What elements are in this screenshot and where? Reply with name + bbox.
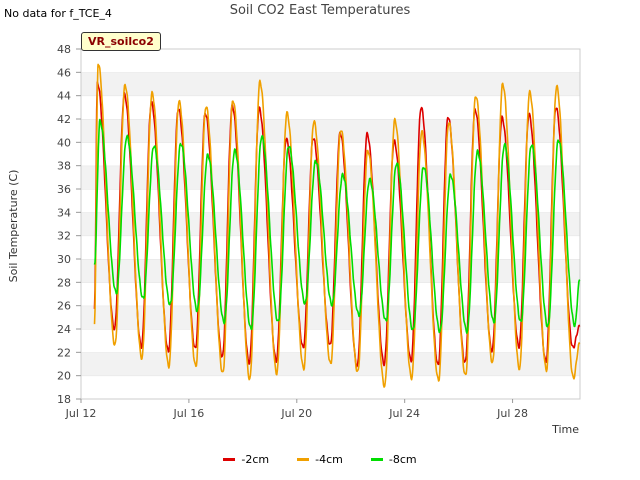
x-axis-ticks: Jul 12 Jul 16 Jul 20 Jul 24 Jul 28 xyxy=(65,399,528,420)
x-tick-label: Jul 20 xyxy=(280,407,312,420)
grid-band xyxy=(81,212,580,236)
legend-label: -8cm xyxy=(388,453,417,466)
grid-band xyxy=(81,305,580,329)
grid-band xyxy=(81,282,580,306)
grid-band xyxy=(81,72,580,96)
y-tick-label: 48 xyxy=(57,43,71,56)
series-line xyxy=(93,118,581,334)
grid-band xyxy=(81,189,580,213)
y-tick-label: 26 xyxy=(57,300,71,313)
y-tick-label: 38 xyxy=(57,160,71,173)
y-tick-label: 30 xyxy=(57,253,71,266)
x-tick-label: Jul 24 xyxy=(388,407,420,420)
legend-item: -4cm xyxy=(297,453,343,466)
x-tick-label: Jul 12 xyxy=(65,407,97,420)
legend-label: -2cm xyxy=(241,453,270,466)
y-tick-label: 24 xyxy=(57,323,71,336)
grid-band xyxy=(81,375,580,399)
y-tick-label: 18 xyxy=(57,393,71,406)
y-tick-label: 46 xyxy=(57,66,71,79)
series-lines xyxy=(93,63,581,388)
y-tick-label: 20 xyxy=(57,370,71,383)
y-tick-label: 32 xyxy=(57,230,71,243)
y-tick-label: 34 xyxy=(57,206,71,219)
grid-band xyxy=(81,235,580,259)
y-tick-label: 42 xyxy=(57,113,71,126)
y-tick-label: 22 xyxy=(57,346,71,359)
series-line xyxy=(93,63,581,388)
plot-frame xyxy=(80,48,581,400)
legend-swatch xyxy=(223,458,236,461)
legend-swatch xyxy=(297,458,310,461)
x-tick-label: Jul 16 xyxy=(173,407,205,420)
no-data-note: No data for f_TCE_4 xyxy=(4,7,112,20)
legend-item: -8cm xyxy=(370,453,417,466)
y-tick-label: 40 xyxy=(57,136,71,149)
station-label: VR_soilco2 xyxy=(81,32,161,51)
grid-band xyxy=(81,142,580,166)
legend-item: -2cm xyxy=(223,453,269,466)
grid-band xyxy=(81,259,580,283)
y-tick-label: 44 xyxy=(57,90,71,103)
y-axis-label: Soil Temperature (C) xyxy=(7,170,20,283)
legend-swatch xyxy=(370,458,383,461)
y-axis-ticks: 18 20 22 24 26 28 30 32 34 36 38 40 42 44 46 48 xyxy=(57,43,81,406)
legend: -2cm -4cm -8cm xyxy=(0,453,640,466)
legend-label: -4cm xyxy=(315,453,343,466)
grid-band xyxy=(81,49,580,73)
x-axis-label: Time xyxy=(551,423,579,436)
y-tick-label: 36 xyxy=(57,183,71,196)
y-tick-label: 28 xyxy=(57,276,71,289)
x-tick-label: Jul 28 xyxy=(496,407,528,420)
grid-band xyxy=(81,119,580,143)
chart-title: Soil CO2 East Temperatures xyxy=(229,3,411,18)
grid-band xyxy=(81,165,580,189)
grid-band xyxy=(81,352,580,376)
